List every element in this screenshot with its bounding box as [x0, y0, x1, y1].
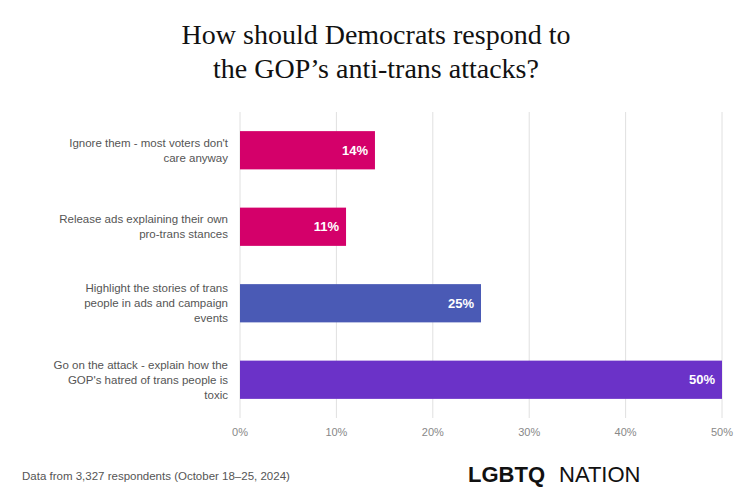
- bars: [240, 131, 722, 399]
- y-tick-label: Go on the attack - explain how theGOP's …: [53, 359, 228, 401]
- grid: [240, 112, 722, 418]
- footnote: Data from 3,327 respondents (October 18–…: [22, 470, 290, 482]
- y-tick-label: Highlight the stories of transpeople in …: [84, 282, 228, 324]
- x-tick-label: 0%: [232, 426, 248, 438]
- chart-container: How should Democrats respond tothe GOP’s…: [0, 0, 752, 501]
- y-tick-label: Ignore them - most voters don'tcare anyw…: [69, 137, 229, 164]
- bar: [240, 131, 375, 169]
- chart-svg: How should Democrats respond tothe GOP’s…: [0, 0, 752, 501]
- y-tick-label: Release ads explaining their ownpro-tran…: [59, 213, 228, 240]
- x-tick-label: 50%: [711, 426, 733, 438]
- bar: [240, 284, 481, 322]
- data-label: 25%: [448, 296, 474, 311]
- bar: [240, 361, 722, 399]
- data-label: 11%: [314, 219, 340, 234]
- x-tick-label: 30%: [518, 426, 540, 438]
- title: How should Democrats respond tothe GOP’s…: [182, 19, 571, 84]
- data-label: 14%: [342, 143, 368, 158]
- data-labels: 14% 11% 25% 50%: [314, 143, 716, 388]
- data-label: 50%: [689, 372, 715, 387]
- annotation: NATION: [559, 462, 640, 487]
- x-tick-label: 20%: [422, 426, 444, 438]
- bar: [240, 208, 346, 246]
- x-tick-label: 10%: [325, 426, 347, 438]
- annotation: LGBTQ: [468, 462, 545, 487]
- x-tick-label: 40%: [615, 426, 637, 438]
